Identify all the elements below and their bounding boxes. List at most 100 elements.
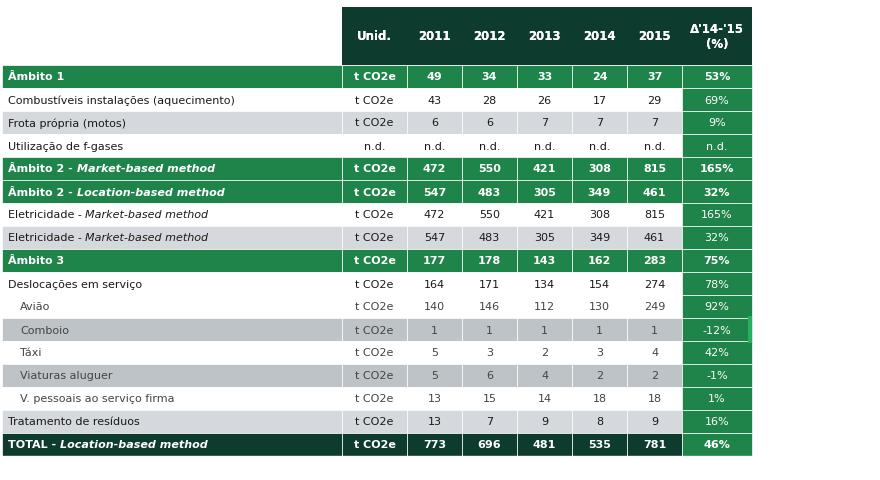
Bar [2,273,342,295]
Bar [517,89,572,112]
Text: Âmbito 2 -: Âmbito 2 - [8,187,77,197]
Bar [682,204,752,227]
Text: Δ'14-'15
(%): Δ'14-'15 (%) [690,23,744,51]
Bar [2,341,342,364]
Text: Location-based method: Location-based method [77,187,224,197]
Bar [627,250,682,273]
Text: 178: 178 [478,256,501,266]
Text: 483: 483 [478,187,501,197]
Bar [342,89,407,112]
Text: 9%: 9% [708,118,726,128]
Text: 18: 18 [592,394,606,404]
Text: Comboio: Comboio [20,325,69,335]
Text: 42%: 42% [705,348,730,358]
Bar [572,273,627,295]
Bar [627,410,682,433]
Text: 69%: 69% [705,96,730,105]
Text: 53%: 53% [704,72,730,83]
Bar [342,8,752,66]
Text: 421: 421 [532,164,556,174]
Bar [342,273,407,295]
Text: 550: 550 [478,164,501,174]
Bar [572,66,627,89]
Bar [572,157,627,180]
Bar [682,433,752,456]
Bar [627,341,682,364]
Bar [462,410,517,433]
Bar [407,410,462,433]
Text: 535: 535 [588,440,611,450]
Text: 13: 13 [428,417,442,427]
Text: n.d.: n.d. [479,141,500,151]
Bar [572,180,627,204]
Bar [2,157,342,180]
Text: 140: 140 [424,302,445,312]
Bar [517,364,572,387]
Text: Âmbito 3: Âmbito 3 [8,256,64,266]
Text: 162: 162 [588,256,612,266]
Bar [517,157,572,180]
Bar [462,180,517,204]
Bar [682,157,752,180]
Text: 283: 283 [643,256,666,266]
Bar [462,433,517,456]
Bar [572,341,627,364]
Bar [407,157,462,180]
Bar [517,227,572,250]
Text: 24: 24 [591,72,607,83]
Text: 9: 9 [541,417,548,427]
Text: 2013: 2013 [528,30,561,43]
Bar [627,227,682,250]
Text: 7: 7 [486,417,493,427]
Bar [572,410,627,433]
Bar [517,250,572,273]
Text: 7: 7 [651,118,658,128]
Bar [2,180,342,204]
Text: t CO2e: t CO2e [354,187,395,197]
Text: 9: 9 [651,417,658,427]
Text: 249: 249 [644,302,665,312]
Bar [517,318,572,341]
Text: Viaturas aluguer: Viaturas aluguer [20,371,113,381]
Bar [627,135,682,157]
Bar [2,112,342,135]
Text: 547: 547 [423,187,446,197]
Text: 8: 8 [596,417,603,427]
Bar [407,364,462,387]
Text: Avião: Avião [20,302,50,312]
Text: 14: 14 [538,394,552,404]
Bar [682,66,752,89]
Text: t CO2e: t CO2e [354,440,395,450]
Text: 26: 26 [538,96,552,105]
Text: 177: 177 [423,256,446,266]
Bar [2,410,342,433]
Text: 37: 37 [647,72,662,83]
Bar [517,180,572,204]
Text: 143: 143 [533,256,556,266]
Bar [342,227,407,250]
Text: 305: 305 [533,187,556,197]
Text: 75%: 75% [704,256,730,266]
Text: n.d.: n.d. [363,141,385,151]
Bar [682,341,752,364]
Bar [342,387,407,410]
Text: Táxi: Táxi [20,348,41,358]
Text: 2012: 2012 [473,30,506,43]
Bar [2,387,342,410]
Text: 7: 7 [596,118,603,128]
Bar [572,387,627,410]
Text: 2: 2 [596,371,603,381]
Text: 154: 154 [589,279,610,289]
Bar [572,112,627,135]
Bar [682,295,752,318]
Text: t CO2e: t CO2e [356,394,393,404]
Text: Market-based method: Market-based method [77,164,215,174]
Bar [517,410,572,433]
Text: t CO2e: t CO2e [356,96,393,105]
Text: 308: 308 [589,210,610,220]
Bar [407,295,462,318]
Text: 472: 472 [424,210,445,220]
Bar [627,295,682,318]
Bar [682,387,752,410]
Text: 146: 146 [479,302,500,312]
